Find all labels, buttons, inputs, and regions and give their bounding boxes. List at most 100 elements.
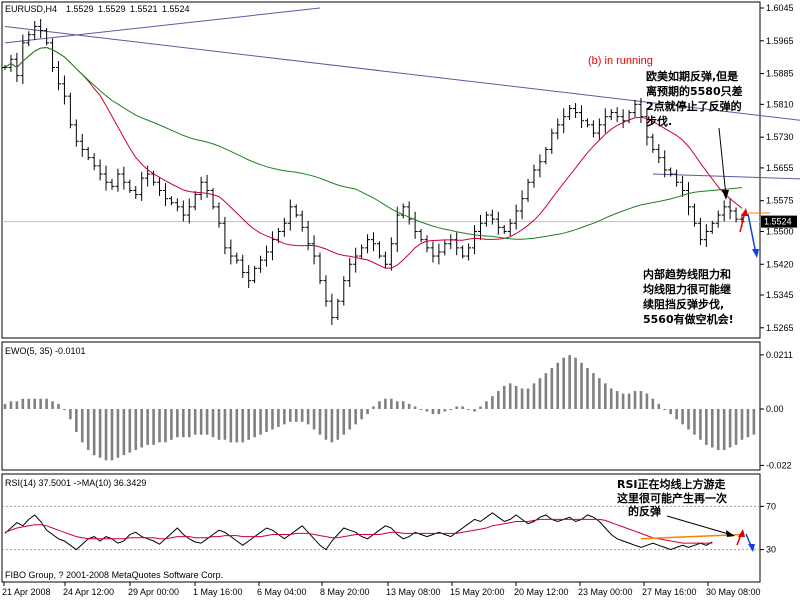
ohlc-bar [32,21,38,41]
ewo-bar [51,401,54,409]
ohlc-bar [180,200,186,222]
ohlc-bar [91,153,97,171]
ohlc-bar [394,206,400,253]
ewo-bar [312,409,316,430]
ohlc-bar [103,165,109,191]
main-trendline-2 [652,173,800,180]
ewo-bar [675,409,678,420]
main-y-tick-label: 1.5730 [766,132,794,142]
ewo-bar [235,409,239,443]
copyright-footer: FIBO Group, ? 2001-2008 MetaQuotes Softw… [5,570,223,580]
resistance-note-line-1: 内部趋势线阻力和 [643,267,731,281]
ohlc-bar [228,239,234,265]
resistance-note: 内部趋势线阻力和 均线阻力很可能继 续阻挡反弹步伐, 5560有做空机会! [643,267,734,326]
main-y-tick-label: 1.5345 [766,290,794,300]
resistance-note-line-2: 均线阻力很可能继 [643,282,731,296]
ewo-bar [419,409,423,410]
ohlc-bar [525,178,531,203]
ewo-bar [152,409,155,445]
ewo-bar [699,409,702,440]
ewo-bar [342,409,346,435]
ohlc-bar [549,128,555,154]
ewo-bar [69,409,72,420]
ohlc-bar [495,211,501,235]
ewo-bar [146,409,149,445]
ewo-bar [241,409,245,443]
moving-average-1 [4,46,743,240]
ohlc-bar [590,120,596,138]
ewo-bar [253,409,256,438]
ewo-bar [140,409,144,448]
ohlc-bar [204,174,210,198]
ohlc-bar [430,241,436,263]
rebound-note-line-1: 欧美如期反弹,但是 [646,69,739,83]
annotation-arrows [666,127,770,552]
ewo-bar [562,357,565,409]
ohlc-bar [691,203,697,227]
ewo-bar [550,367,554,409]
ewo-bar [449,409,453,410]
ohlc-low: 1.5521 [130,4,158,14]
ohlc-bar [240,254,246,278]
x-tick-label: 29 Apr 00:00 [128,587,179,597]
ohlc-bar [424,235,430,253]
main-y-tick-label: 1.5655 [766,163,794,173]
ohlc-bar [139,171,145,201]
main-chart [2,7,800,325]
ewo-bar [598,378,601,409]
ewo-bar [473,409,476,412]
ohlc-bar [555,118,561,140]
ohlc-bar [359,244,365,260]
ewo-bar [592,373,595,409]
ewo-bar [63,409,66,410]
ewo-bar [401,401,405,409]
ewo-bar [318,409,322,435]
main-y-tick-label: 1.5575 [766,196,794,206]
main-y-tick-label: 1.5885 [766,69,794,79]
rsi-note-line-3: 的反弹 [628,504,661,518]
ohlc-bar [109,178,115,190]
ewo-bar [538,378,542,409]
ewo-bar [283,409,286,425]
x-tick-label: 21 Apr 2008 [2,587,51,597]
ohlc-bar [460,245,466,259]
ohlc-bar [26,31,32,47]
ohlc-open: 1.5529 [66,4,94,14]
ewo-bar [199,409,203,435]
ohlc-bar [472,225,478,255]
ewo-bar [693,409,696,435]
ewo-bar [520,388,524,409]
ewo-bar [277,409,280,427]
ewo-bar [645,393,649,409]
resistance-note-line-4: 5560有做空机会! [643,312,734,326]
current-price-label: 1.5524 [764,217,792,227]
ewo-bar [425,409,429,412]
ewo-bar [33,398,37,409]
ohlc-bar [192,191,198,211]
ohlc-bar [269,231,275,261]
ohlc-bar [376,241,382,259]
ohlc-bar [20,34,26,85]
rebound-note-line-4: 步伐. [646,114,672,128]
ewo-bar [336,409,340,440]
ohlc-bar [168,196,174,206]
ewo-bar [395,401,399,409]
ohlc-bar [299,210,305,232]
x-tick-label: 23 May 00:00 [578,587,633,597]
ewo-bar [437,409,441,415]
ohlc-bar [596,118,602,140]
main-y-tick-label: 1.5420 [766,259,794,269]
moving-average-0 [4,46,743,269]
ewo-bar [265,409,268,433]
ohlc-bar [650,133,656,153]
ewo-bar [407,403,411,409]
ohlc-bar [311,235,317,265]
ewo-bar [526,388,530,409]
ewo-bar [9,401,13,409]
ewo-bar [633,391,637,409]
current-price-box [761,215,797,228]
ewo-bar [15,401,19,409]
ewo-panel [1,341,761,471]
main-trendline-1 [4,25,800,121]
ohlc-bar [347,257,353,288]
